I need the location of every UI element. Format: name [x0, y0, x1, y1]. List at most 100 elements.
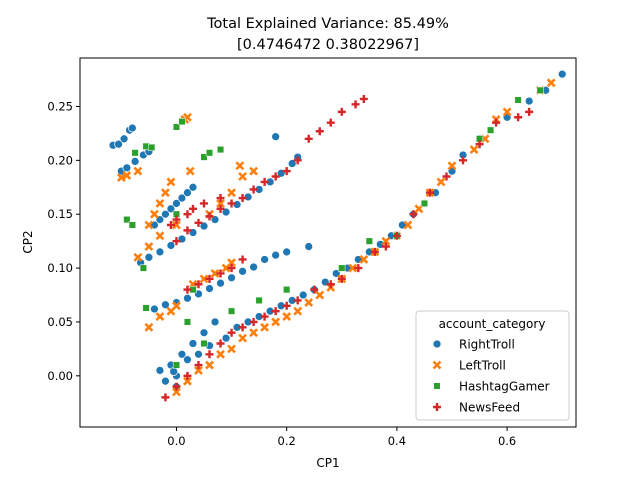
- point-hashtaggamer: [228, 307, 236, 315]
- legend-label-hashtaggamer: HashtagGamer: [459, 380, 550, 394]
- point-lefttroll: [227, 344, 236, 354]
- point-righttroll: [199, 221, 209, 231]
- chart-subtitle: [0.4746472 0.38022967]: [237, 37, 419, 53]
- point-newsfeed: [271, 172, 280, 181]
- point-righttroll: [119, 134, 129, 144]
- x-tick-label: 0.0: [167, 434, 185, 448]
- point-lefttroll: [304, 298, 314, 307]
- point-lefttroll: [172, 387, 181, 397]
- point-lefttroll: [133, 166, 143, 176]
- point-lefttroll: [133, 252, 143, 262]
- point-righttroll: [227, 273, 236, 283]
- point-righttroll: [271, 132, 280, 141]
- y-tick-label: 0.25: [47, 99, 73, 113]
- point-newsfeed: [249, 185, 258, 194]
- point-newsfeed: [381, 242, 390, 251]
- point-hashtaggamer: [178, 118, 186, 126]
- point-righttroll: [122, 163, 132, 173]
- point-lefttroll: [205, 360, 214, 370]
- points-layer: [108, 69, 567, 402]
- point-righttroll: [177, 193, 187, 203]
- point-righttroll: [221, 207, 231, 217]
- point-righttroll: [271, 250, 280, 260]
- point-lefttroll: [436, 177, 446, 187]
- point-lefttroll: [172, 220, 181, 230]
- point-lefttroll: [227, 258, 236, 268]
- point-newsfeed: [260, 177, 269, 186]
- point-righttroll: [188, 182, 198, 192]
- point-newsfeed: [216, 339, 225, 348]
- point-newsfeed: [260, 312, 269, 321]
- point-lefttroll: [260, 322, 270, 332]
- y-tick-label: 0.20: [47, 153, 73, 167]
- point-newsfeed: [514, 113, 523, 122]
- point-lefttroll: [235, 161, 245, 171]
- point-newsfeed: [216, 204, 225, 213]
- point-lefttroll: [144, 220, 154, 230]
- legend-label-righttroll: RightTroll: [459, 338, 515, 352]
- point-newsfeed: [492, 118, 501, 127]
- point-lefttroll: [359, 255, 369, 264]
- point-newsfeed: [442, 172, 451, 181]
- y-tick-label: 0.10: [47, 261, 73, 275]
- point-righttroll: [249, 262, 258, 272]
- point-hashtaggamer: [172, 361, 180, 369]
- y-ticks: 0.00 0.05 0.10 0.15 0.20 0.25: [47, 99, 80, 383]
- series-lefttroll: [116, 78, 556, 397]
- point-lefttroll: [249, 328, 259, 338]
- point-lefttroll: [199, 274, 209, 284]
- point-lefttroll: [238, 172, 247, 181]
- point-lefttroll: [271, 317, 281, 327]
- point-hashtaggamer: [131, 149, 139, 157]
- point-righttroll: [304, 242, 314, 251]
- point-righttroll: [144, 252, 154, 262]
- point-newsfeed: [205, 274, 214, 283]
- point-newsfeed: [282, 167, 291, 176]
- point-hashtaggamer: [365, 237, 373, 245]
- axes-frame: [79, 57, 577, 428]
- point-newsfeed: [238, 323, 247, 332]
- point-lefttroll: [166, 177, 176, 187]
- y-axis-label: CP2: [21, 230, 35, 253]
- point-hashtaggamer: [200, 153, 208, 161]
- point-newsfeed: [326, 118, 335, 127]
- point-hashtaggamer: [487, 126, 495, 134]
- point-newsfeed: [216, 194, 225, 203]
- point-lefttroll: [348, 263, 358, 273]
- point-newsfeed: [370, 247, 379, 256]
- point-hashtaggamer: [123, 216, 131, 224]
- point-righttroll: [169, 367, 179, 376]
- point-righttroll: [128, 123, 137, 133]
- point-righttroll: [183, 293, 192, 303]
- point-lefttroll: [155, 231, 165, 241]
- point-newsfeed: [183, 210, 192, 219]
- point-newsfeed: [161, 393, 170, 402]
- point-newsfeed: [183, 371, 192, 380]
- point-newsfeed: [194, 361, 203, 370]
- point-righttroll: [282, 247, 292, 257]
- point-righttroll: [161, 209, 170, 219]
- x-tick-label: 0.2: [278, 434, 296, 448]
- legend-marker-hashtaggamer: [433, 382, 441, 390]
- point-newsfeed: [183, 285, 192, 294]
- point-newsfeed: [249, 317, 258, 326]
- y-tick-label: 0.00: [47, 369, 73, 383]
- point-lefttroll: [381, 236, 391, 246]
- point-lefttroll: [403, 220, 413, 230]
- point-hashtaggamer: [514, 96, 522, 104]
- point-righttroll: [150, 304, 159, 314]
- point-lefttroll: [144, 242, 154, 251]
- point-newsfeed: [172, 382, 181, 391]
- point-lefttroll: [502, 107, 512, 117]
- point-lefttroll: [216, 349, 225, 359]
- point-lefttroll: [210, 269, 220, 278]
- x-tick-label: 0.6: [498, 434, 516, 448]
- point-hashtaggamer: [139, 264, 147, 272]
- point-newsfeed: [238, 194, 247, 203]
- point-newsfeed: [304, 134, 313, 143]
- point-lefttroll: [116, 173, 126, 183]
- point-newsfeed: [425, 188, 434, 197]
- legend-label-lefttroll: LeftTroll: [459, 359, 506, 373]
- point-newsfeed: [326, 280, 335, 289]
